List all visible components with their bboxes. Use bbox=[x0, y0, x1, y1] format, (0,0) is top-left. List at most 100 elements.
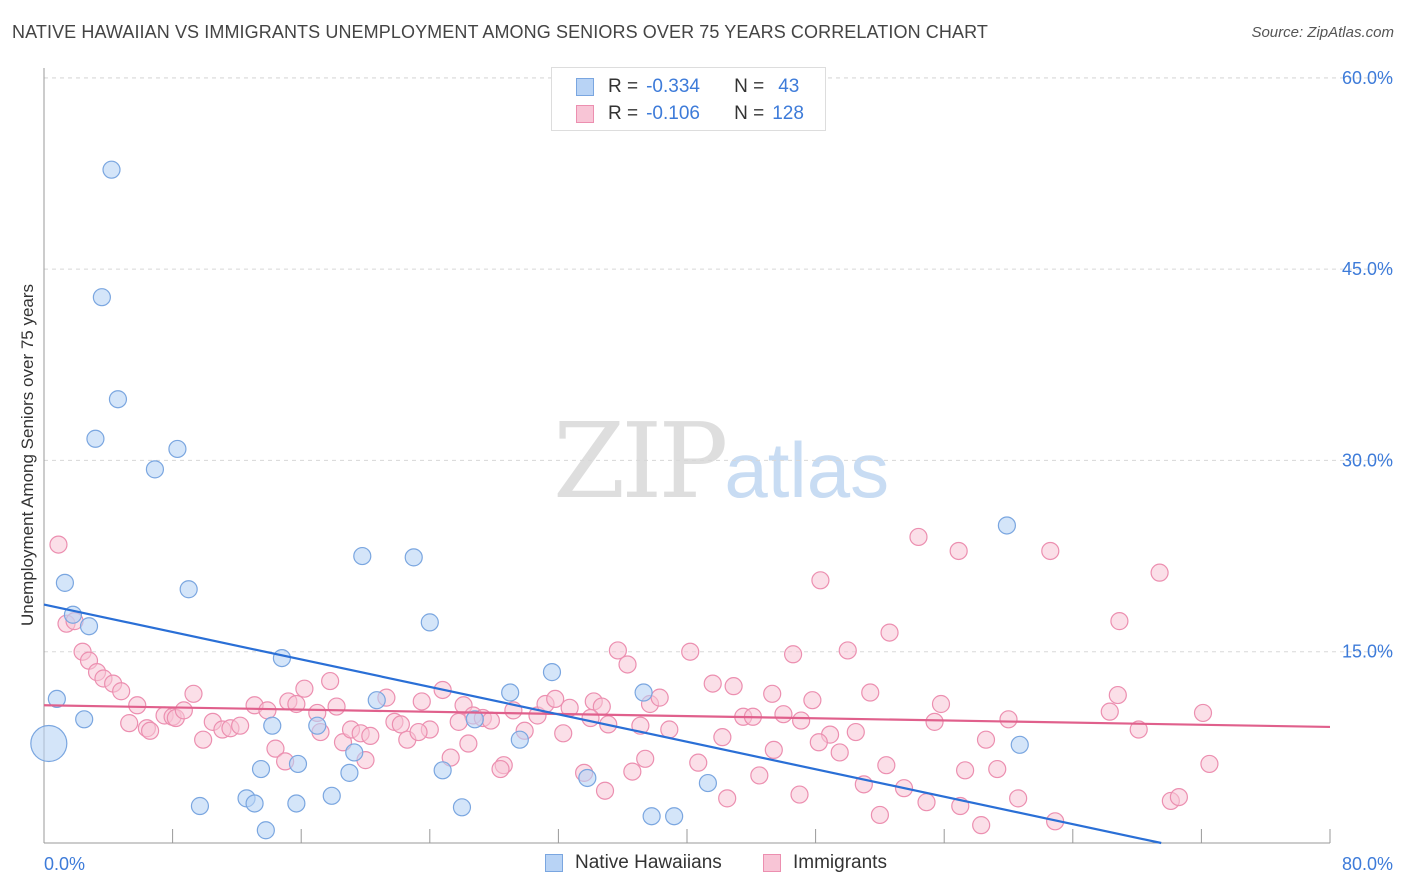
native-hawaiians-point bbox=[322, 786, 341, 805]
immigrants-point bbox=[689, 753, 708, 772]
immigrants-point bbox=[321, 671, 340, 691]
native-hawaiians-point bbox=[353, 546, 372, 566]
immigrants-point bbox=[764, 740, 783, 760]
native-hawaiians-point bbox=[665, 807, 684, 826]
immigrants-point bbox=[809, 733, 828, 752]
immigrants-point bbox=[581, 708, 600, 728]
immigrants-point bbox=[1041, 541, 1060, 561]
immigrants-point bbox=[880, 623, 899, 642]
immigrants-point bbox=[999, 710, 1018, 729]
native-hawaiians-point bbox=[102, 160, 121, 179]
immigrants-point bbox=[790, 785, 809, 804]
x-tick-label: 80.0% bbox=[1342, 854, 1393, 874]
immigrants-point bbox=[1110, 612, 1129, 631]
native-hawaiians-point bbox=[465, 710, 484, 729]
legend-n-value: 43 bbox=[778, 76, 800, 97]
immigrants-point bbox=[546, 689, 565, 709]
immigrants-point bbox=[554, 724, 573, 743]
watermark-zip: ZIP bbox=[553, 400, 728, 522]
bottom-legend-immigrants-label: Immigrants bbox=[793, 852, 887, 873]
native-hawaiians-point bbox=[86, 429, 105, 448]
native-hawaiians-trendline bbox=[43, 603, 1162, 845]
bottom-legend-immigrants: Immigrants bbox=[763, 852, 887, 874]
native-hawaiians-point bbox=[145, 460, 165, 479]
native-hawaiians-point bbox=[256, 821, 275, 840]
native-legend-swatch bbox=[545, 854, 563, 872]
immigrants-point bbox=[917, 793, 936, 812]
native-hawaiians-point bbox=[340, 763, 359, 782]
immigrants-point bbox=[861, 683, 880, 702]
immigrants-point bbox=[327, 697, 346, 716]
native-hawaiians-point bbox=[452, 798, 472, 817]
immigrants-point bbox=[1200, 754, 1219, 774]
legend-row-native: R = -0.334 N = 43 bbox=[576, 76, 799, 98]
immigrants-point bbox=[750, 766, 769, 785]
y-tick-label: 15.0% bbox=[1342, 642, 1393, 662]
immigrants-point bbox=[140, 721, 160, 740]
y-axis-label: Unemployment Among Seniors over 75 years bbox=[18, 283, 37, 627]
immigrants-point bbox=[1129, 720, 1148, 739]
immigrants-point bbox=[120, 714, 139, 733]
native-hawaiians-point bbox=[108, 390, 128, 409]
immigrants-point bbox=[459, 734, 478, 753]
legend-n-label: N = bbox=[734, 103, 765, 124]
immigrants-point bbox=[830, 743, 849, 762]
chart-title: NATIVE HAWAIIAN VS IMMIGRANTS UNEMPLOYME… bbox=[12, 22, 988, 42]
immigrants-point bbox=[1169, 787, 1188, 807]
immigrants-point bbox=[838, 641, 857, 660]
immigrants-point bbox=[361, 726, 380, 745]
native-hawaiians-point bbox=[308, 716, 327, 735]
immigrants-point bbox=[1108, 685, 1127, 705]
native-hawaiians-point bbox=[642, 807, 661, 826]
immigrants-point bbox=[412, 692, 431, 711]
native-hawaiians-point bbox=[634, 683, 653, 702]
immigrants-point bbox=[870, 805, 890, 825]
immigrants-point bbox=[988, 759, 1007, 779]
immigrants-point bbox=[174, 701, 193, 720]
legend-row-immigrants: R = -0.106 N = 128 bbox=[576, 103, 804, 125]
immigrants-point bbox=[774, 705, 793, 724]
native-hawaiians-point bbox=[55, 573, 74, 592]
immigrants-point bbox=[681, 642, 700, 661]
y-tick-label: 45.0% bbox=[1342, 259, 1393, 279]
immigrants-point bbox=[623, 762, 642, 781]
native-hawaiians-point bbox=[47, 689, 66, 709]
immigrants-point bbox=[608, 641, 627, 660]
immigrants-point bbox=[650, 688, 669, 707]
immigrants-trendline bbox=[43, 704, 1331, 729]
immigrants-point bbox=[1009, 789, 1028, 808]
immigrants-point bbox=[846, 722, 865, 742]
native-hawaiians-point bbox=[92, 288, 111, 307]
native-hawaiians-point bbox=[245, 794, 264, 813]
immigrants-point bbox=[803, 691, 822, 710]
native-hawaiians-point bbox=[75, 710, 94, 729]
immigrants-point bbox=[194, 730, 213, 749]
native-hawaiians-point bbox=[698, 773, 717, 793]
legend-r-label: R = bbox=[608, 103, 639, 124]
immigrants-point bbox=[718, 789, 737, 808]
immigrants-point bbox=[184, 684, 203, 703]
immigrants-point bbox=[491, 759, 510, 779]
legend-r-value: -0.334 bbox=[646, 76, 700, 97]
immigrants-point bbox=[713, 728, 732, 747]
immigrants-point bbox=[792, 711, 811, 730]
immigrants-point bbox=[724, 677, 743, 696]
native-hawaiians-point bbox=[168, 439, 187, 459]
legend-n-value: 128 bbox=[772, 103, 804, 124]
immigrants-point bbox=[287, 694, 306, 714]
stats-legend: R = -0.334 N = 43 R = -0.106 N = 128 bbox=[551, 67, 826, 131]
native-hawaiians-point bbox=[501, 683, 520, 702]
immigrants-point bbox=[955, 761, 975, 780]
native-hawaiians-point bbox=[404, 548, 423, 567]
immigrants-point bbox=[128, 696, 147, 715]
immigrants-point bbox=[925, 712, 944, 731]
immigrants-point bbox=[909, 527, 928, 547]
native-hawaiians-point bbox=[345, 743, 364, 762]
watermark: ZIPatlas bbox=[553, 400, 889, 522]
immigrants-point bbox=[949, 541, 968, 561]
legend-n-label: N = bbox=[734, 76, 765, 97]
immigrants-point bbox=[49, 535, 68, 554]
native-hawaiians-point bbox=[272, 648, 292, 668]
y-tick-label: 60.0% bbox=[1342, 68, 1393, 88]
